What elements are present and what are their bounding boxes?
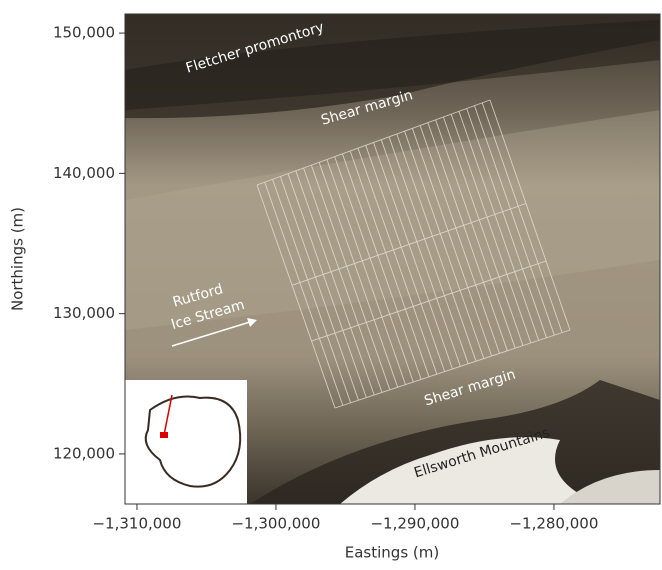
x-tick-label: −1,310,000 [92,515,181,533]
inset-marker [160,432,168,438]
y-tick-label: 140,000 [53,164,115,182]
x-tick-label: −1,280,000 [509,515,598,533]
x-tick-label: −1,290,000 [370,515,459,533]
x-axis-label: Eastings (m) [345,544,439,562]
y-axis-label: Northings (m) [9,207,27,311]
satellite-image: Fletcher promontory Shear margin Rutford… [125,14,660,504]
x-tick-label: −1,300,000 [231,515,320,533]
y-tick-label: 150,000 [53,24,115,42]
y-tick-label: 120,000 [53,444,115,462]
y-tick-label: 130,000 [53,304,115,322]
map-figure: Fletcher promontory Shear margin Rutford… [0,0,662,566]
